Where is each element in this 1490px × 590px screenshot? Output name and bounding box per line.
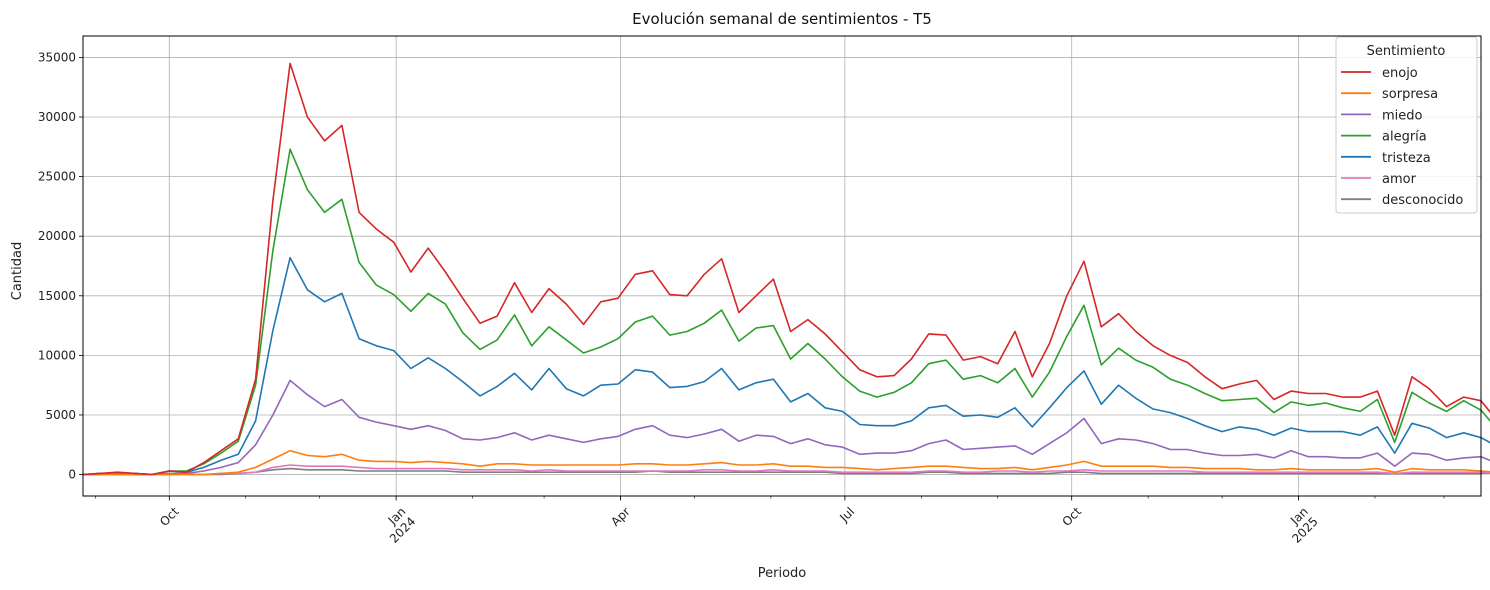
series-line-desconocido	[83, 467, 1490, 476]
series-lines	[82, 62, 1490, 476]
y-tick-label: 35000	[38, 50, 76, 64]
series-line-sorpresa	[83, 449, 1490, 476]
series-line-tristeza	[82, 256, 1490, 476]
y-tick-label: 20000	[38, 229, 76, 243]
y-tick-label: 10000	[38, 348, 76, 362]
legend-title: Sentimiento	[1367, 44, 1446, 59]
y-tick-label: 5000	[45, 408, 76, 422]
legend-label-tristeza: tristeza	[1382, 151, 1431, 166]
legend-label-amor: amor	[1382, 172, 1417, 187]
x-axis-label: Periodo	[758, 566, 807, 581]
legend-label-miedo: miedo	[1382, 108, 1423, 123]
series-line-alegría	[82, 148, 1490, 476]
legend: Sentimiento enojo sorpresa miedo alegría tri…	[1335, 36, 1478, 214]
y-axis: 0 5000 10000 15000 20000 25000 30000 35000	[38, 50, 83, 482]
legend-label-enojo: enojo	[1382, 66, 1418, 81]
series-line-enojo	[82, 62, 1490, 476]
legend-label-sorpresa: sorpresa	[1382, 87, 1438, 102]
y-axis-label: Cantidad	[10, 242, 25, 300]
y-tick-label: 30000	[38, 110, 76, 124]
y-tick-label: 0	[68, 468, 76, 482]
grid-lines	[83, 36, 1481, 496]
series-line-amor	[83, 464, 1490, 476]
y-tick-label: 25000	[38, 170, 76, 184]
chart-title: Evolución semanal de sentimientos - T5	[632, 10, 932, 28]
legend-box	[1335, 36, 1478, 214]
series-line-miedo	[83, 379, 1490, 476]
y-tick-label: 15000	[38, 289, 76, 303]
legend-label-desconocido: desconocido	[1382, 193, 1463, 208]
legend-label-alegría: alegría	[1382, 130, 1427, 145]
plot-frame	[82, 35, 1482, 497]
